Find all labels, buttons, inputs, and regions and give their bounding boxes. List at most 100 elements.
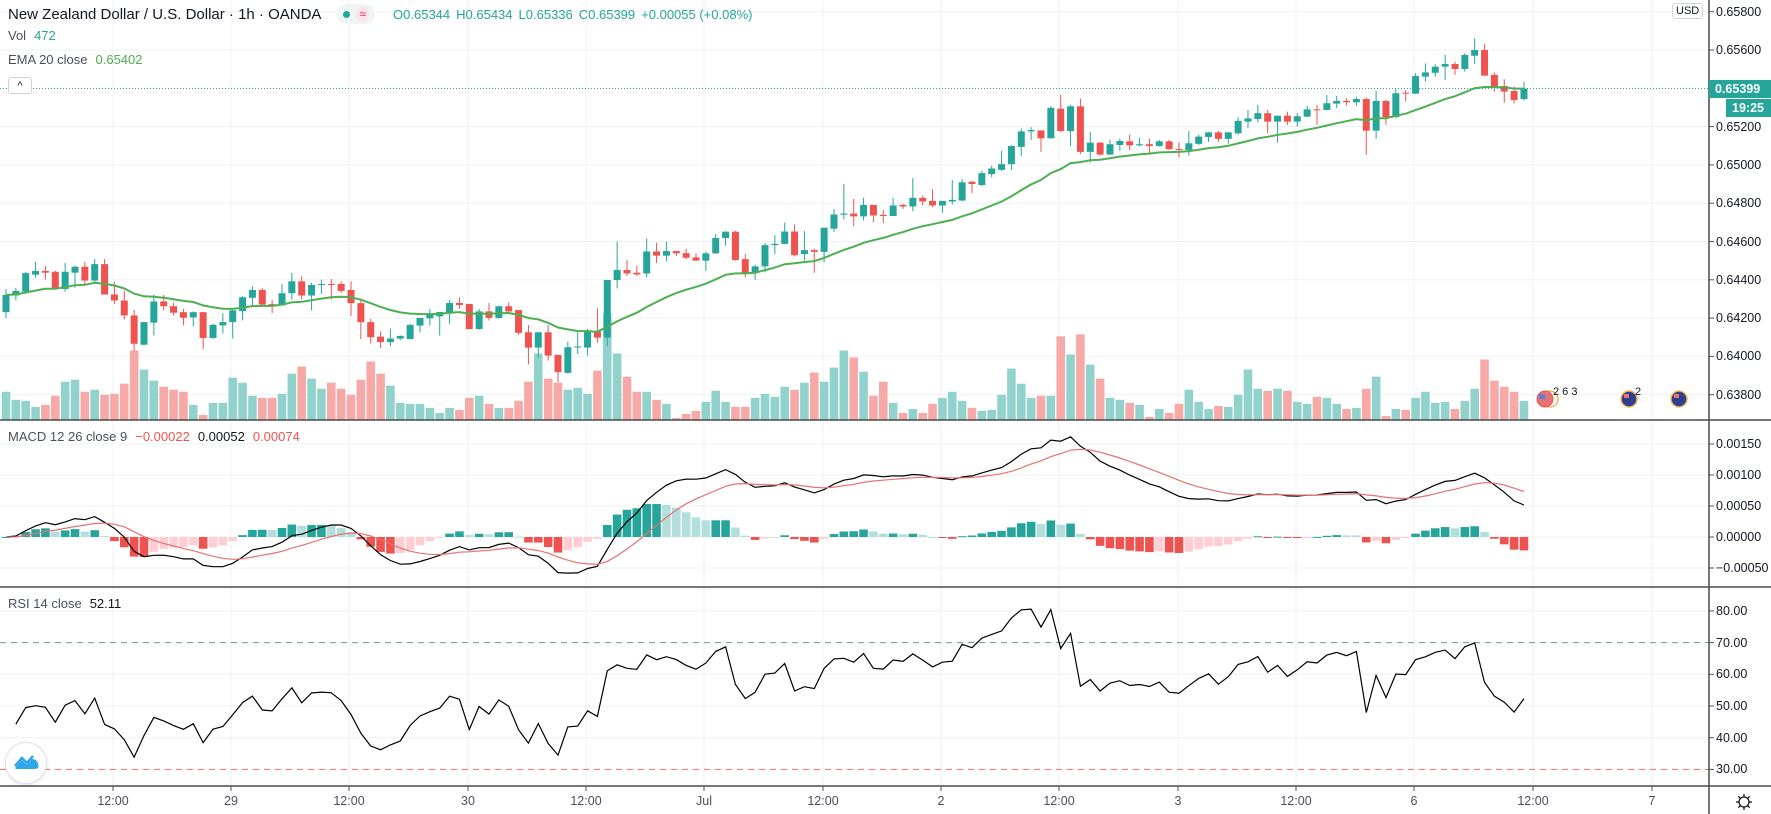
macd-histogram-bar (701, 520, 711, 537)
macd-histogram-bar (612, 514, 622, 537)
macd-histogram-bar (405, 537, 415, 550)
price-axis-label: 0.64600 (1716, 234, 1762, 249)
macd-axis-label: 0.00150 (1716, 437, 1762, 451)
macd-histogram-bar (1115, 537, 1125, 550)
volume-bar (642, 391, 652, 420)
volume-bar (780, 386, 790, 420)
volume-bar (997, 394, 1006, 420)
macd-histogram-bar (642, 504, 652, 537)
volume-bar (1391, 408, 1401, 420)
symbol-title[interactable]: New Zealand Dollar / U.S. Dollar · 1h · … (8, 5, 322, 23)
macd-histogram-bar (238, 535, 247, 537)
candle-body (61, 271, 69, 289)
macd-histogram-bar (474, 533, 484, 537)
volume-bar (839, 350, 849, 420)
macd-histogram-bar (1085, 537, 1095, 540)
price-axis-label: 0.65000 (1716, 157, 1762, 172)
candle-body (938, 200, 946, 206)
macd-histogram-bar (464, 535, 474, 537)
volume-bar (139, 369, 149, 420)
macd-histogram-bar (1440, 527, 1450, 537)
macd-histogram-bar (455, 531, 464, 537)
volume-bar (750, 397, 760, 420)
volume-legend[interactable]: Vol 472 (8, 28, 56, 43)
macd-histogram-bar (849, 531, 859, 537)
settings-gear-icon[interactable] (1735, 793, 1753, 811)
candle-body (386, 338, 394, 343)
volume-bar (159, 386, 169, 420)
candle-body (337, 284, 345, 291)
volume-bar (60, 381, 70, 420)
candle-body (71, 266, 79, 273)
volume-bar (1292, 401, 1302, 420)
candle-body (377, 336, 385, 343)
rsi-legend[interactable]: RSI 14 close 52.11 (8, 596, 121, 611)
ema-line (5, 86, 1524, 333)
candle-body (1392, 93, 1400, 118)
candle-body (2, 294, 10, 313)
candle-body (209, 324, 217, 339)
volume-bar (563, 389, 573, 420)
macd-histogram-bar (1470, 526, 1479, 537)
volume-bar (829, 367, 839, 420)
time-axis-label: 12:00 (97, 794, 129, 808)
candle-body (662, 251, 670, 256)
ema-legend[interactable]: EMA 20 close 0.65402 (8, 52, 143, 67)
macd-histogram-bar (622, 509, 632, 537)
volume-bar (967, 407, 977, 420)
collapse-legend-button[interactable]: ^ (8, 77, 32, 94)
rsi-line (15, 607, 1525, 759)
volume-value: 472 (34, 28, 56, 43)
time-axis-label: 30 (461, 794, 475, 808)
candle-body (1007, 145, 1015, 165)
macd-histogram-bar (809, 537, 819, 543)
volume-bar (957, 400, 967, 420)
candle-body (712, 238, 720, 254)
volume-bar (1361, 388, 1371, 420)
macd-histogram-bar (1342, 535, 1351, 537)
candle-body (1185, 143, 1193, 150)
candle-body (830, 214, 838, 229)
macd-histogram-bar (356, 537, 366, 540)
event-count: 2 6 3 (1553, 386, 1578, 398)
macd-histogram-bar (1302, 537, 1312, 538)
macd-histogram-bar (681, 512, 691, 537)
macd-histogram-bar (1223, 537, 1233, 545)
macd-signal-line (5, 448, 1525, 566)
volume-bar (898, 412, 908, 420)
ema-label: EMA 20 close (8, 52, 88, 67)
volume-bar (70, 379, 80, 420)
volume-bar (1440, 401, 1450, 420)
candle-body (1145, 144, 1153, 146)
candle-body (771, 243, 779, 246)
currency-button[interactable]: USD (1672, 3, 1704, 19)
macd-axis-label: 0.00000 (1716, 530, 1762, 544)
macd-legend[interactable]: MACD 12 26 close 9 −0.00022 0.00052 0.00… (8, 429, 300, 444)
candle-body (1037, 130, 1045, 139)
macd-histogram-bar (583, 537, 592, 542)
tradingview-logo-button[interactable] (5, 742, 47, 784)
candle-body (1461, 54, 1469, 69)
volume-bar (1519, 400, 1529, 420)
candle-body (958, 182, 966, 201)
volume-bar (1243, 369, 1253, 420)
macd-histogram-bar (918, 534, 928, 537)
candle-body (1116, 140, 1124, 145)
macd-histogram-bar (445, 533, 454, 537)
candle-body (465, 303, 473, 330)
volume-bar (228, 377, 238, 420)
macd-histogram-bar (415, 537, 425, 546)
candle-body (603, 279, 611, 338)
candle-body (731, 231, 739, 261)
candle-body (800, 250, 808, 255)
macd-histogram-bar (987, 531, 996, 537)
candle-body (308, 284, 316, 296)
macd-histogram-bar (1036, 523, 1046, 537)
candle-body (1106, 144, 1114, 155)
macd-histogram-bar (1401, 537, 1410, 539)
candle-body (1224, 132, 1232, 139)
macd-histogram-bar (149, 537, 159, 552)
price-axis-label: 0.64000 (1716, 349, 1762, 364)
status-pill[interactable]: ≈ (337, 4, 376, 24)
